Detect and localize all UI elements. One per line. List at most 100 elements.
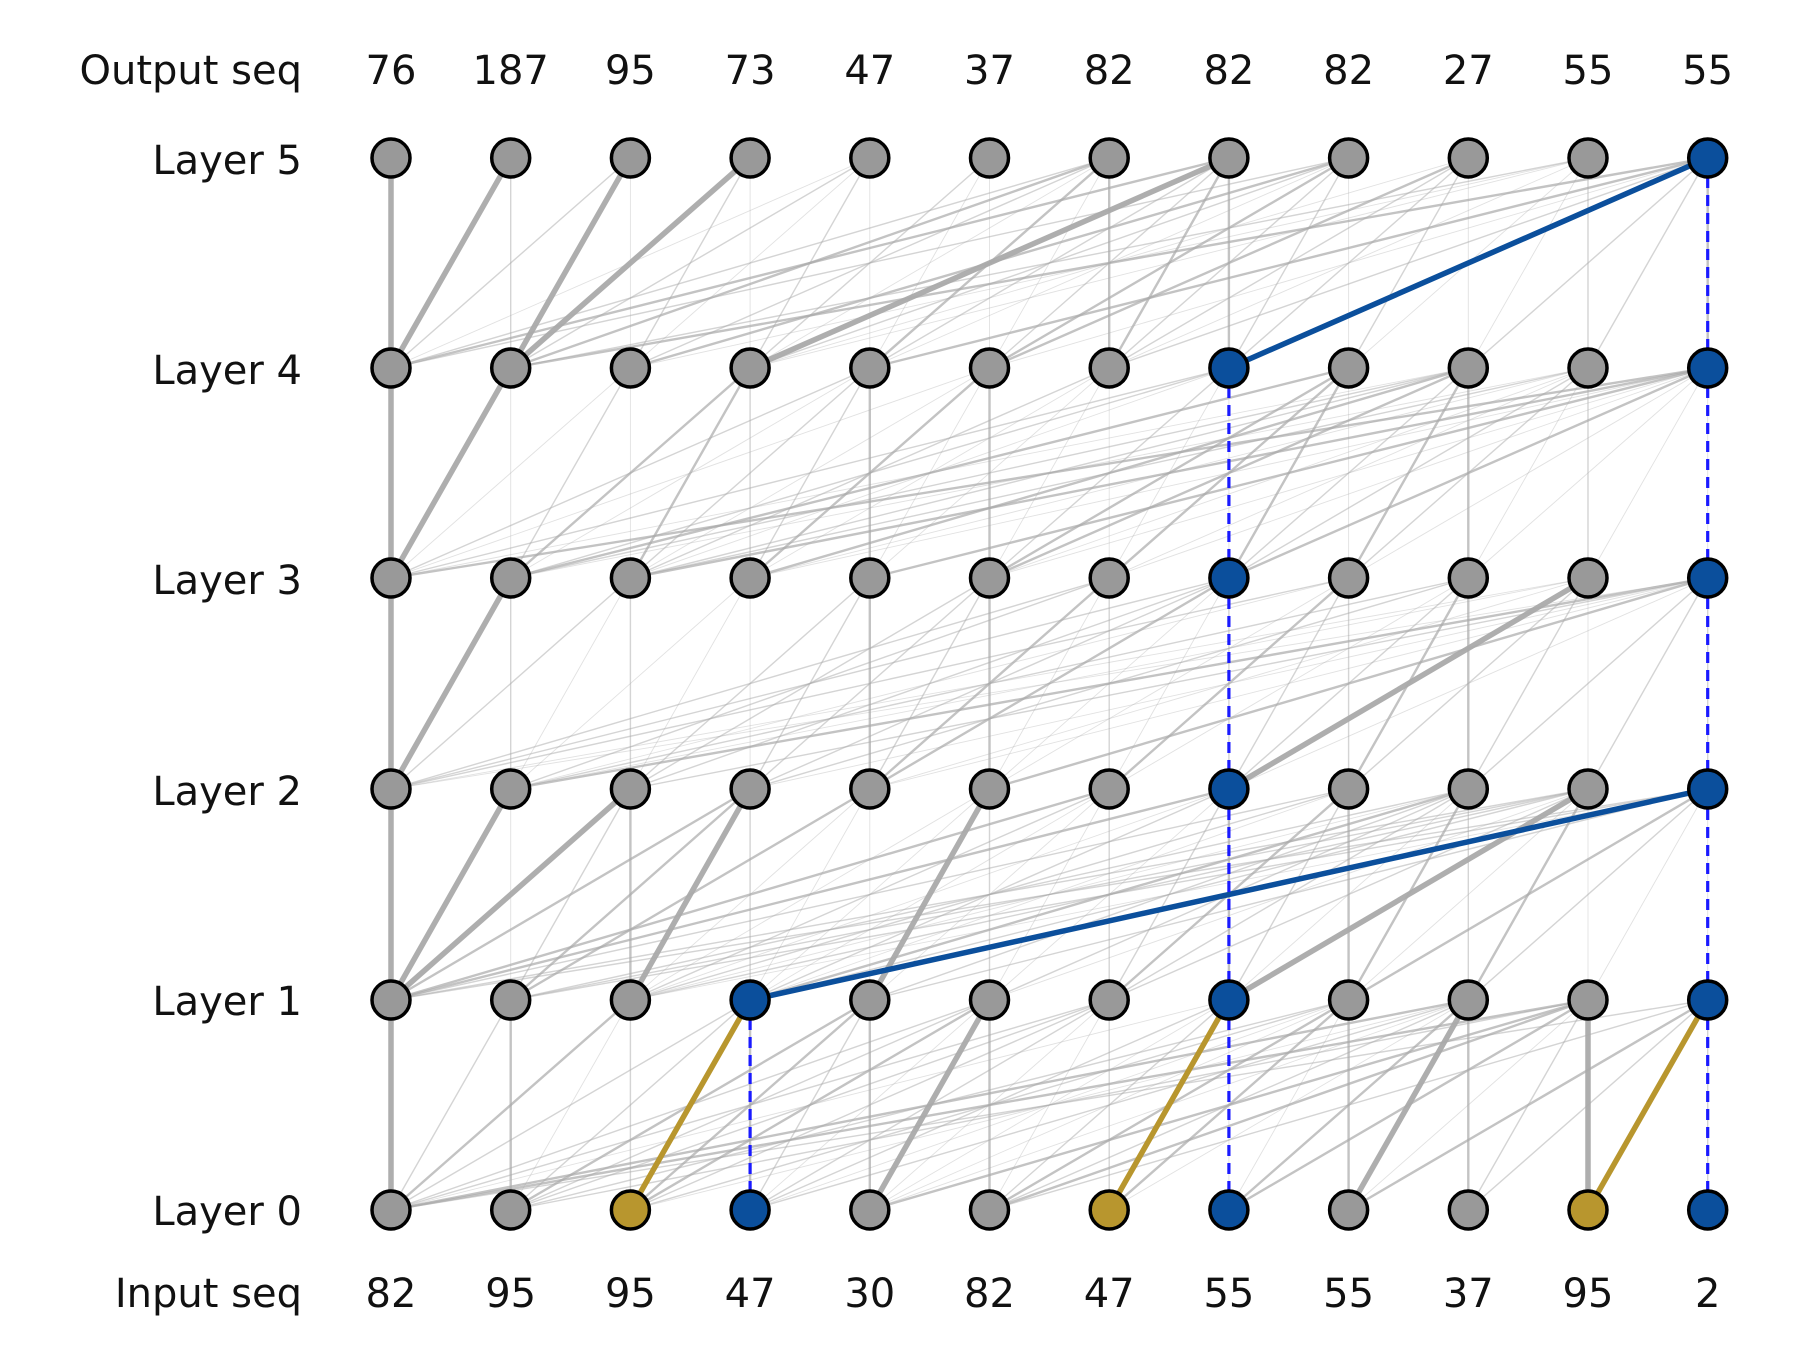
- attention-edge: [988, 366, 1350, 580]
- node-L1-9: [1447, 979, 1490, 1021]
- node-L3-6: [1088, 557, 1130, 599]
- attention-edge: [1347, 576, 1470, 791]
- node-L5-5: [968, 137, 1011, 179]
- node-L2-4: [849, 768, 891, 810]
- attention-edge: [749, 577, 871, 790]
- node-L2-2: [609, 768, 652, 810]
- attention-edge: [388, 155, 514, 371]
- node-L3-1: [489, 557, 532, 599]
- layer-label-0: Layer 0: [152, 1189, 302, 1235]
- attention-edge: [1228, 999, 1350, 1211]
- gold-attention-edge: [627, 997, 753, 1213]
- output-token-1: 187: [473, 48, 549, 94]
- attention-edge: [629, 367, 1230, 579]
- attention-edge: [989, 157, 1110, 369]
- layer-label-2: Layer 2: [152, 769, 302, 815]
- attention-edge: [1108, 999, 1469, 1211]
- output-token-7: 82: [1203, 48, 1254, 94]
- blue-node-L1-3: [729, 979, 771, 1021]
- node-L1-5: [968, 979, 1011, 1021]
- attention-edge: [989, 367, 1110, 579]
- output-token-0: 76: [366, 48, 417, 94]
- attention-edge: [1587, 788, 1709, 1001]
- attention-edge: [1345, 997, 1472, 1213]
- attention-edge: [510, 577, 631, 790]
- attention-edge: [989, 788, 1110, 1001]
- node-L3-4: [849, 557, 891, 599]
- attention-edge: [869, 999, 1230, 1211]
- gold-node-L0-2: [609, 1189, 652, 1231]
- attention-edge: [1228, 788, 1350, 1001]
- gray-edges-group: [388, 155, 1709, 1213]
- attention-edge: [390, 367, 631, 579]
- attention-edge: [868, 576, 1231, 791]
- attention-edge: [749, 367, 871, 579]
- blue-attention-edge: [1226, 155, 1711, 371]
- blue-node-L0-3: [729, 1189, 771, 1231]
- attention-edge: [1228, 157, 1470, 369]
- attention-edge: [1228, 367, 1470, 579]
- output-token-5: 37: [964, 48, 1015, 94]
- blue-node-L3-11: [1686, 557, 1729, 599]
- attention-edge: [507, 155, 753, 371]
- node-L4-10: [1567, 347, 1609, 389]
- input-seq-label: Input seq: [115, 1271, 302, 1317]
- blue-node-L3-7: [1208, 557, 1250, 599]
- attention-edge: [1107, 156, 1231, 370]
- input-token-1: 95: [485, 1271, 536, 1317]
- node-L0-0: [370, 1189, 412, 1231]
- node-L4-4: [849, 347, 891, 389]
- gold-node-L0-10: [1567, 1189, 1609, 1231]
- labels-group: Output seq Input seq Layer 0 Layer 1 Lay…: [80, 48, 303, 1317]
- output-token-3: 73: [725, 48, 776, 94]
- node-L4-1: [489, 347, 532, 389]
- attention-edge: [869, 157, 990, 369]
- attention-edge: [749, 999, 871, 1211]
- attention-edge: [749, 157, 871, 369]
- node-L5-4: [849, 137, 891, 179]
- node-L3-10: [1567, 557, 1609, 599]
- attention-edge: [1228, 577, 1350, 790]
- blue-node-L0-11: [1686, 1189, 1729, 1231]
- attention-edge: [749, 999, 1350, 1211]
- attention-edge: [388, 786, 634, 1003]
- blue-node-L1-7: [1208, 979, 1250, 1021]
- blue-node-L2-7: [1208, 768, 1250, 810]
- attention-edge: [627, 786, 753, 1003]
- attention-edge: [1227, 366, 1350, 580]
- attention-edge: [1347, 366, 1470, 580]
- node-L3-5: [968, 557, 1011, 599]
- node-L2-8: [1327, 768, 1370, 810]
- attention-edge: [388, 575, 514, 792]
- nodes-group: [370, 137, 1729, 1231]
- attention-edge: [509, 366, 752, 580]
- blue-node-L1-11: [1686, 979, 1729, 1021]
- attention-edge: [989, 577, 1350, 790]
- attention-edge: [1587, 157, 1709, 369]
- node-L4-9: [1447, 347, 1490, 389]
- node-L2-9: [1447, 768, 1490, 810]
- node-L5-2: [609, 137, 652, 179]
- node-L2-1: [489, 768, 532, 810]
- output-seq-label: Output seq: [80, 48, 303, 94]
- node-L3-2: [609, 557, 652, 599]
- blue-node-L5-11: [1686, 137, 1729, 179]
- attention-edge: [989, 999, 1110, 1211]
- input-token-10: 95: [1563, 1271, 1614, 1317]
- output-token-8: 82: [1323, 48, 1374, 94]
- attention-edge: [1467, 577, 1589, 790]
- attention-edge: [749, 788, 1350, 1001]
- attention-edge: [507, 155, 634, 371]
- input-token-4: 30: [844, 1271, 895, 1317]
- attention-edge: [390, 999, 512, 1211]
- node-L5-9: [1447, 137, 1490, 179]
- attention-edge: [1107, 998, 1350, 1212]
- node-L1-2: [609, 979, 652, 1021]
- attention-edge: [867, 786, 993, 1003]
- node-L5-3: [729, 137, 771, 179]
- node-L2-10: [1567, 768, 1609, 810]
- output-seq-values: 76 187 95 73 47 37 82 82 82 27 55 55: [366, 48, 1734, 94]
- highlight-edges-group: [627, 155, 1711, 1213]
